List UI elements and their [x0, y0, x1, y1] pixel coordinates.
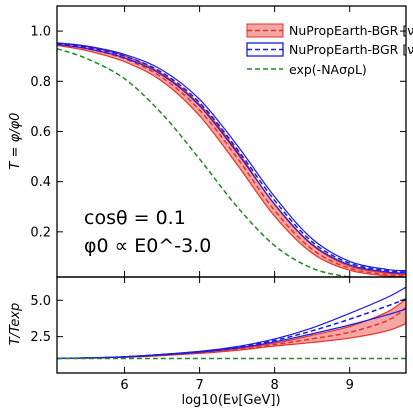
bottom-series-1-central	[57, 298, 406, 360]
legend-nutau-label: NuPropEarth-BGR [ντ]	[289, 42, 413, 57]
bottom-y-axis-label: T/Texp	[8, 303, 23, 346]
bottom-panel: 2.5 5.0 6 7 8 9 T/Texp log10(Eν[GeV])	[8, 276, 407, 408]
legend-exp-label: exp(-NAσρL)	[289, 62, 367, 77]
bottom-xtick-label-0: 6	[120, 378, 128, 393]
annotation-costheta: cosθ = 0.1	[84, 207, 186, 229]
bottom-lines	[57, 286, 406, 360]
top-lines	[57, 42, 406, 277]
bottom-xtick-label-3: 9	[346, 378, 354, 393]
top-series-1-lower	[57, 43, 406, 274]
legend-entry-numu: NuPropEarth-BGR [νμ]	[246, 23, 413, 38]
legend-numu-label: NuPropEarth-BGR [νμ]	[289, 23, 413, 38]
bottom-xtick-label-1: 7	[195, 378, 203, 393]
bottom-y-ticks: 2.5 5.0	[30, 294, 406, 345]
x-axis-label: log10(Eν[GeV])	[181, 393, 280, 408]
top-series-1-central	[57, 42, 406, 273]
top-ytick-label-1: 0.4	[30, 175, 51, 190]
top-series-1-upper	[57, 42, 406, 272]
legend: NuPropEarth-BGR [νμ] NuPropEarth-BGR [ντ…	[246, 23, 413, 77]
bottom-plot-frame	[56, 276, 407, 374]
legend-entry-nutau: NuPropEarth-BGR [ντ]	[246, 42, 413, 57]
top-ytick-label-2: 0.6	[30, 125, 51, 140]
bottom-xtick-label-2: 8	[271, 378, 279, 393]
bottom-ytick-label-1: 5.0	[30, 294, 51, 309]
bottom-ytick-label-0: 2.5	[30, 330, 51, 345]
bottom-x-ticks: 6 7 8 9	[120, 277, 354, 393]
top-ytick-label-4: 1.0	[30, 25, 51, 40]
top-panel: 0.2 0.4 0.6 0.8 1.0 T = φ/φ0 NuPropEarth-BGR…	[8, 5, 413, 278]
top-y-ticks: 0.2 0.4 0.6 0.8 1.0	[30, 6, 406, 277]
top-ytick-label-3: 0.8	[30, 75, 51, 90]
bottom-series-1-upper	[57, 286, 406, 360]
top-ytick-label-0: 0.2	[30, 225, 51, 240]
top-y-axis-label: T = φ/φ0	[8, 113, 23, 170]
top-series-0-lower	[57, 44, 406, 277]
annotation-phi0: φ0 ∝ E0^-3.0	[84, 235, 211, 257]
legend-entry-exp: exp(-NAσρL)	[247, 62, 367, 77]
